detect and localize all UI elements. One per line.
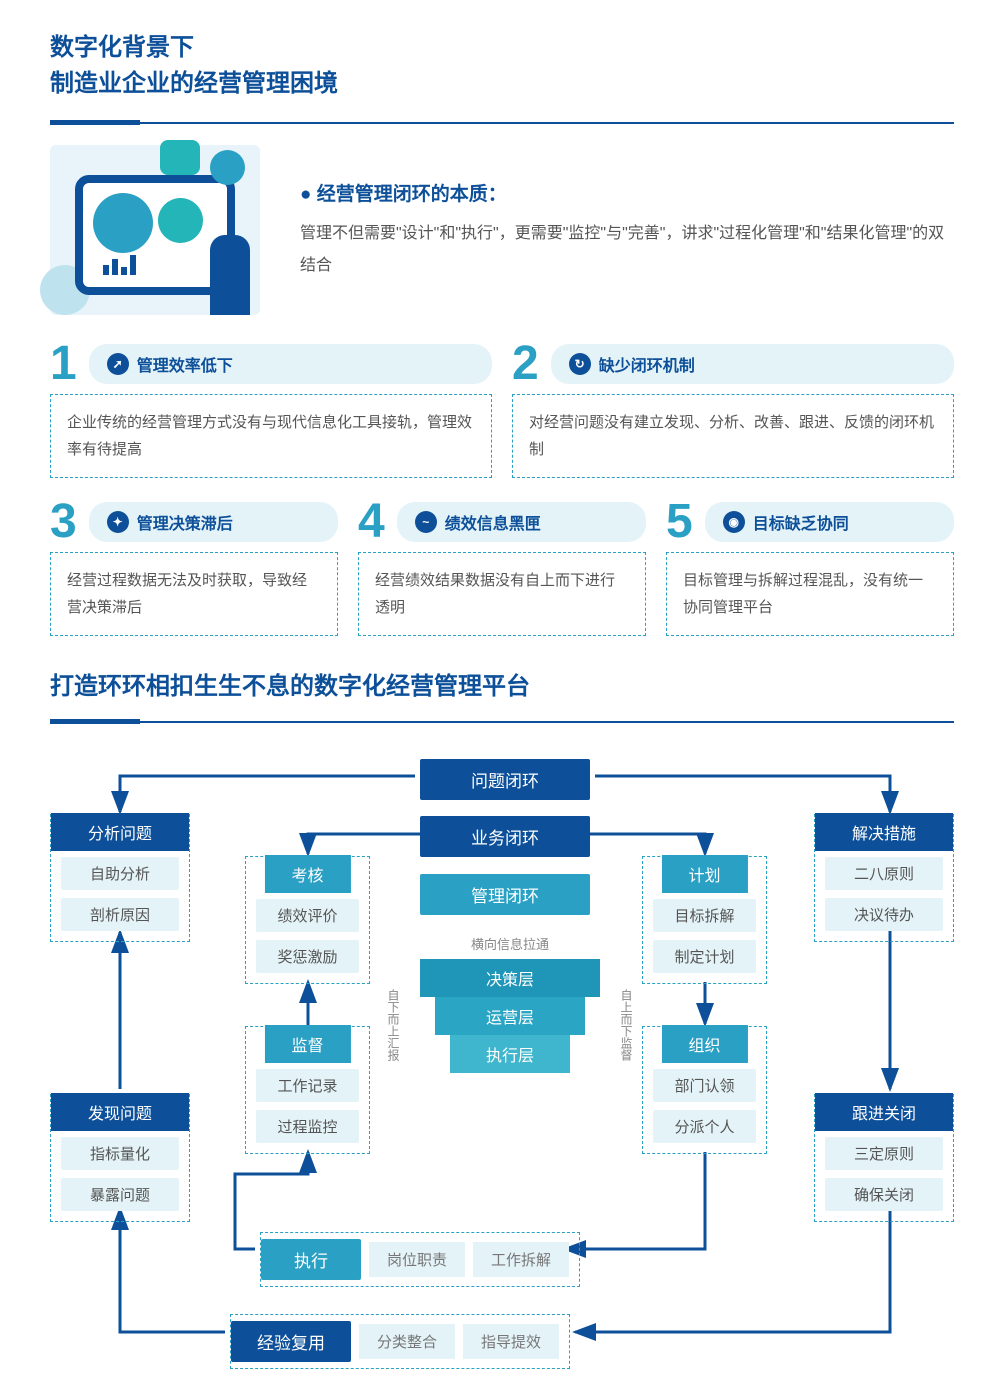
loop-diagram: 问题闭环 业务闭环 管理闭环 横向信息拉通 自下而上汇报 自上而下监督 决策层 … — [50, 744, 954, 1364]
problem-num: 5 — [666, 498, 693, 546]
problem-num: 2 — [512, 340, 539, 388]
triangle-top-label: 横向信息拉通 — [415, 934, 605, 953]
problem-body: 目标管理与拆解过程混乱，没有统一协同管理平台 — [666, 552, 954, 636]
sub-item: 岗位职责 — [369, 1242, 465, 1277]
problem-card-2: 2 ↻ 缺少闭环机制 对经营问题没有建立发现、分析、改善、跟进、反馈的闭环机制 — [512, 340, 954, 478]
group-head: 分析问题 — [51, 813, 189, 851]
biz-loop-label: 业务闭环 — [420, 816, 590, 857]
reuse-row: 经验复用 分类整合 指导提效 — [230, 1314, 570, 1369]
group-solution: 解决措施 二八原则 决议待办 — [814, 814, 954, 942]
sub-item: 暴露问题 — [61, 1178, 179, 1211]
problem-title: 缺少闭环机制 — [599, 352, 695, 376]
cycle-icon: ↻ — [569, 353, 591, 375]
sub-item: 自助分析 — [61, 857, 179, 890]
problem-title: 管理决策滞后 — [137, 510, 233, 534]
section1-title: 数字化背景下 制造业企业的经营管理困境 — [50, 30, 954, 102]
problem-num: 3 — [50, 498, 77, 546]
exec-row: 执行 岗位职责 工作拆解 — [260, 1232, 580, 1287]
sub-item: 工作记录 — [256, 1069, 359, 1102]
group-organize: 组织 部门认领 分派个人 — [642, 1026, 767, 1154]
reuse-head: 经验复用 — [231, 1321, 351, 1362]
mgmt-loop-label: 管理闭环 — [420, 874, 590, 915]
problem-num: 1 — [50, 340, 77, 388]
chart-icon: ~ — [415, 511, 437, 533]
problem-body: 企业传统的经营管理方式没有与现代信息化工具接轨，管理效率有待提高 — [50, 394, 492, 478]
group-head: 发现问题 — [51, 1093, 189, 1131]
problem-title: 管理效率低下 — [137, 352, 233, 376]
group-assess: 考核 绩效评价 奖惩激励 — [245, 856, 370, 984]
group-analyze: 分析问题 自助分析 剖析原因 — [50, 814, 190, 942]
triangle-layer: 运营层 — [435, 997, 585, 1035]
sub-item: 确保关闭 — [825, 1178, 943, 1211]
problem-title: 目标缺乏协同 — [753, 510, 849, 534]
essence-row: 经营管理闭环的本质： 管理不但需要"设计"和"执行"，更需要"监控"与"完善"，… — [50, 145, 954, 315]
title-underline — [50, 120, 954, 125]
group-close: 跟进关闭 三定原则 确保关闭 — [814, 1094, 954, 1222]
triangle-layer: 执行层 — [450, 1035, 570, 1073]
exec-head: 执行 — [261, 1239, 361, 1280]
sub-item: 过程监控 — [256, 1110, 359, 1143]
problem-card-3: 3 ✦ 管理决策滞后 经营过程数据无法及时获取，导致经营决策滞后 — [50, 498, 338, 636]
problem-body: 对经营问题没有建立发现、分析、改善、跟进、反馈的闭环机制 — [512, 394, 954, 478]
group-head: 计划 — [661, 855, 747, 893]
sub-item: 分派个人 — [653, 1110, 756, 1143]
sub-item: 工作拆解 — [473, 1242, 569, 1277]
sub-item: 目标拆解 — [653, 899, 756, 932]
group-plan: 计划 目标拆解 制定计划 — [642, 856, 767, 984]
group-supervise: 监督 工作记录 过程监控 — [245, 1026, 370, 1154]
problem-card-5: 5 ◉ 目标缺乏协同 目标管理与拆解过程混乱，没有统一协同管理平台 — [666, 498, 954, 636]
triangle-right-label: 自上而下监督 — [618, 989, 635, 1061]
problem-body: 经营过程数据无法及时获取，导致经营决策滞后 — [50, 552, 338, 636]
sub-item: 剖析原因 — [61, 898, 179, 931]
triangle-layer: 决策层 — [420, 959, 600, 997]
sub-item: 二八原则 — [825, 857, 943, 890]
problem-body: 经营绩效结果数据没有自上而下进行透明 — [358, 552, 646, 636]
title-line-1: 数字化背景下 — [50, 30, 954, 66]
sub-item: 绩效评价 — [256, 899, 359, 932]
group-head: 考核 — [264, 855, 350, 893]
sub-item: 指导提效 — [463, 1324, 559, 1359]
problem-title: 绩效信息黑匣 — [445, 510, 541, 534]
sub-item: 指标量化 — [61, 1137, 179, 1170]
section2-title: 打造环环相扣生生不息的数字化经营管理平台 — [50, 666, 954, 701]
triangle: 横向信息拉通 自下而上汇报 自上而下监督 决策层 运营层 执行层 — [415, 934, 605, 1073]
rocket-icon: ➚ — [107, 353, 129, 375]
problem-card-1: 1 ➚ 管理效率低下 企业传统的经营管理方式没有与现代信息化工具接轨，管理效率有待… — [50, 340, 492, 478]
essence-title: 经营管理闭环的本质： — [300, 179, 954, 206]
problem-card-4: 4 ~ 绩效信息黑匣 经营绩效结果数据没有自上而下进行透明 — [358, 498, 646, 636]
group-discover: 发现问题 指标量化 暴露问题 — [50, 1094, 190, 1222]
problems: 1 ➚ 管理效率低下 企业传统的经营管理方式没有与现代信息化工具接轨，管理效率有待… — [50, 340, 954, 636]
section2-underline — [50, 719, 954, 724]
group-head: 解决措施 — [815, 813, 953, 851]
group-head: 跟进关闭 — [815, 1093, 953, 1131]
sub-item: 决议待办 — [825, 898, 943, 931]
group-head: 监督 — [264, 1025, 350, 1063]
sub-item: 奖惩激励 — [256, 940, 359, 973]
sub-item: 部门认领 — [653, 1069, 756, 1102]
essence-body: 管理不但需要"设计"和"执行"，更需要"监控"与"完善"，讲求"过程化管理"和"… — [300, 218, 954, 282]
sub-item: 分类整合 — [359, 1324, 455, 1359]
person-icon: ✦ — [107, 511, 129, 533]
title-line-2: 制造业企业的经营管理困境 — [50, 66, 954, 102]
group-head: 组织 — [661, 1025, 747, 1063]
problem-num: 4 — [358, 498, 385, 546]
triangle-left-label: 自下而上汇报 — [385, 989, 402, 1061]
illustration — [50, 145, 260, 315]
problem-loop-label: 问题闭环 — [420, 759, 590, 800]
sub-item: 三定原则 — [825, 1137, 943, 1170]
target-icon: ◉ — [723, 511, 745, 533]
sub-item: 制定计划 — [653, 940, 756, 973]
